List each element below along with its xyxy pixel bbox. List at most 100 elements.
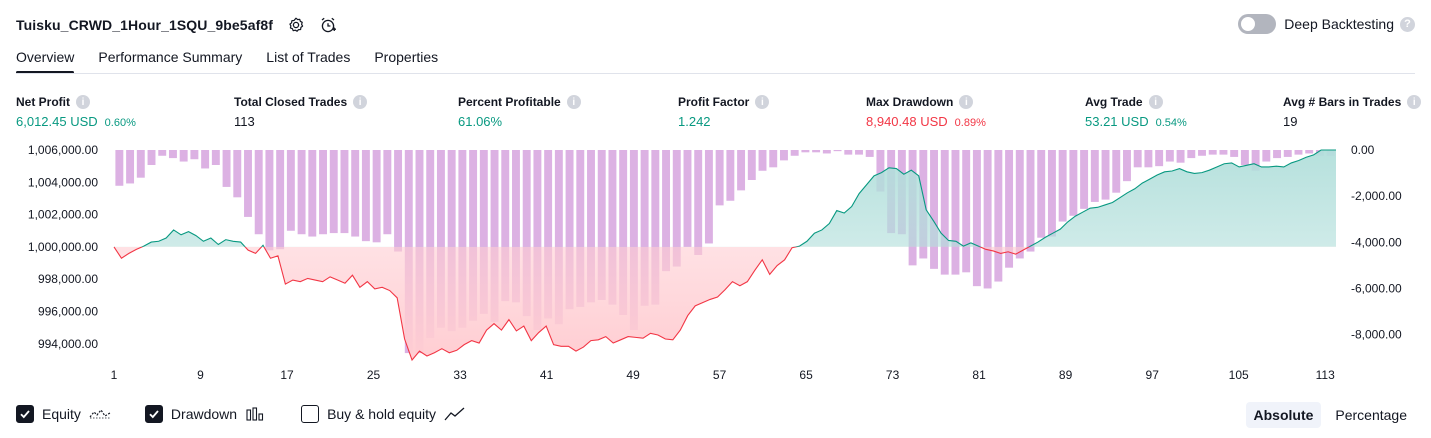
- legend-drawdown[interactable]: Drawdown: [144, 405, 267, 423]
- drawdown-bar: [1112, 150, 1121, 193]
- x-axis-tick-label: 113: [1316, 368, 1335, 382]
- drawdown-bar: [972, 150, 981, 287]
- drawdown-bar: [1155, 150, 1164, 167]
- drawdown-bar: [1026, 150, 1035, 252]
- drawdown-bar: [940, 150, 949, 275]
- drawdown-bar: [1176, 150, 1185, 163]
- metric-percent: 0.89%: [954, 117, 986, 129]
- drawdown-bar: [1123, 150, 1131, 182]
- left-axis-tick-label: 996,000.00: [38, 305, 98, 319]
- drawdown-bar: [876, 150, 885, 192]
- drawdown-bar: [704, 150, 713, 244]
- tab-properties[interactable]: Properties: [374, 49, 439, 65]
- metric-avg-bars: Avg # Bars in Trades i 19: [1283, 94, 1422, 129]
- drawdown-bar: [1037, 150, 1046, 238]
- drawdown-bar: [447, 150, 456, 332]
- legend-buy-hold[interactable]: Buy & hold equity: [301, 405, 466, 423]
- deep-backtesting-toggle[interactable]: [1238, 14, 1277, 34]
- metric-max-drawdown: Max Drawdown i 8,940.48 USD 0.89%: [866, 94, 986, 129]
- drawdown-bar: [501, 150, 510, 302]
- drawdown-bar: [319, 150, 327, 235]
- x-axis-tick-label: 41: [540, 368, 554, 382]
- drawdown-bar: [790, 150, 799, 156]
- help-icon[interactable]: ?: [1400, 16, 1415, 32]
- metric-label: Percent Profitable: [458, 95, 561, 109]
- drawdown-bar: [372, 150, 381, 243]
- tab-list-of-trades[interactable]: List of Trades: [266, 49, 351, 65]
- drawdown-bar: [758, 150, 767, 171]
- drawdown-bar: [608, 150, 617, 305]
- x-axis-tick-label: 73: [886, 368, 900, 382]
- drawdown-bar: [1058, 150, 1067, 222]
- drawdown-bar: [383, 150, 392, 235]
- drawdown-bar: [168, 150, 177, 159]
- x-axis-tick-label: 105: [1229, 368, 1249, 382]
- drawdown-checkbox[interactable]: [144, 405, 163, 423]
- x-axis-tick-label: 9: [197, 368, 204, 382]
- drawdown-bar: [1208, 150, 1217, 155]
- x-axis-tick-label: 1: [111, 368, 118, 382]
- tab-bar: Overview Performance Summary List of Tra…: [16, 46, 462, 74]
- percentage-button[interactable]: Percentage: [1335, 407, 1407, 423]
- metric-profit-factor: Profit Factor i 1.242: [678, 94, 770, 129]
- metric-value: 19: [1283, 114, 1298, 129]
- right-axis-tick-label: -6,000.00: [1351, 282, 1402, 296]
- drawdown-bar: [844, 150, 853, 155]
- drawdown-bar: [1294, 150, 1303, 155]
- drawdown-bar: [297, 150, 306, 235]
- drawdown-bar: [1090, 150, 1099, 202]
- info-icon[interactable]: i: [353, 95, 368, 109]
- drawdown-bar: [833, 150, 842, 152]
- alarm-add-icon[interactable]: [319, 16, 337, 34]
- drawdown-bar: [769, 150, 778, 168]
- strategy-title: Tuisku_CRWD_1Hour_1SQU_9be5af8f: [16, 17, 273, 33]
- deep-backtesting-label: Deep Backtesting: [1284, 16, 1394, 32]
- left-axis-tick-label: 994,000.00: [38, 337, 98, 351]
- drawdown-bar: [597, 150, 606, 300]
- legend-equity[interactable]: Equity: [16, 405, 111, 423]
- info-icon[interactable]: i: [566, 95, 581, 109]
- info-icon[interactable]: i: [76, 95, 90, 109]
- x-axis-tick-label: 57: [713, 368, 727, 382]
- metric-value: 8,940.48 USD: [866, 114, 948, 129]
- left-axis-tick-label: 1,006,000.00: [28, 143, 98, 157]
- x-axis-tick-label: 65: [799, 368, 813, 382]
- info-icon[interactable]: i: [1407, 95, 1422, 109]
- drawdown-bar: [619, 150, 628, 315]
- drawdown-bar: [747, 150, 756, 180]
- drawdown-bar: [179, 150, 188, 162]
- right-axis-tick-label: -2,000.00: [1351, 189, 1402, 203]
- drawdown-bar: [662, 150, 671, 272]
- metric-percent-profitable: Percent Profitable i 61.06%: [458, 94, 581, 129]
- x-axis-tick-label: 97: [1146, 368, 1160, 382]
- drawdown-bar: [640, 150, 649, 306]
- settings-icon[interactable]: [287, 16, 305, 34]
- equity-positive-area: [114, 150, 1336, 247]
- drawdown-bar: [726, 150, 735, 201]
- info-icon[interactable]: i: [1148, 95, 1163, 109]
- info-icon[interactable]: i: [755, 95, 770, 109]
- absolute-button[interactable]: Absolute: [1245, 402, 1322, 428]
- info-icon[interactable]: i: [959, 95, 974, 109]
- buy-hold-checkbox[interactable]: [301, 405, 320, 423]
- drawdown-bar: [1144, 150, 1153, 168]
- equity-checkbox[interactable]: [16, 405, 34, 423]
- drawdown-bar: [115, 150, 124, 186]
- drawdown-bar: [812, 150, 821, 153]
- equity-line-positive: [113, 149, 1336, 247]
- metric-avg-trade: Avg Trade i 53.21 USD 0.54%: [1085, 94, 1187, 129]
- tab-performance-summary[interactable]: Performance Summary: [98, 49, 243, 65]
- tab-overview[interactable]: Overview: [16, 46, 75, 74]
- drawdown-bar: [1047, 150, 1056, 237]
- right-axis-tick-label: -4,000.00: [1351, 235, 1402, 249]
- drawdown-bar: [522, 150, 531, 317]
- metric-value: 61.06%: [458, 114, 503, 129]
- drawdown-bar: [340, 150, 349, 234]
- drawdown-bar: [1305, 150, 1314, 154]
- drawdown-bar: [254, 150, 263, 235]
- drawdown-bars-icon: [245, 406, 267, 422]
- metric-value: 1.242: [678, 114, 711, 129]
- drawdown-bar: [1283, 150, 1292, 157]
- drawdown-bar: [737, 150, 746, 191]
- drawdown-bar: [458, 150, 467, 328]
